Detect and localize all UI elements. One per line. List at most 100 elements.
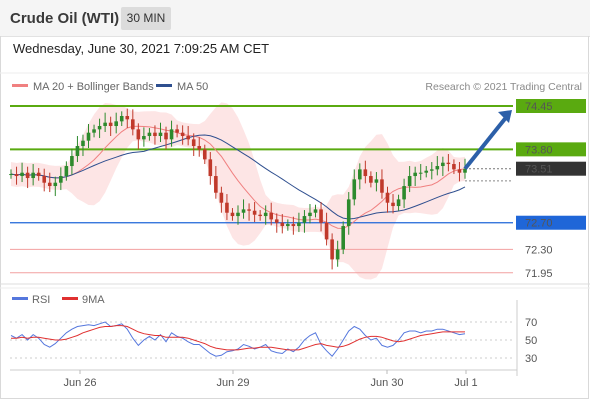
candle-body	[369, 176, 373, 183]
price-level-label: 73.80	[525, 144, 553, 156]
price-level-label: 74.45	[525, 101, 553, 113]
candle-body	[230, 212, 235, 217]
candle-body	[380, 179, 384, 193]
candle-body	[457, 169, 462, 173]
legend-swatch	[12, 297, 28, 300]
candle-body	[36, 172, 41, 177]
candle-body	[64, 166, 69, 177]
candle-body	[136, 129, 141, 140]
candle-body	[269, 212, 274, 220]
candle-body	[219, 192, 224, 203]
candle-body	[435, 166, 440, 170]
chart-frame	[0, 36, 589, 399]
candle-body	[452, 164, 456, 170]
x-axis-label: Jun 26	[63, 377, 96, 389]
candle-body	[241, 209, 246, 213]
price-axis-label: 71.95	[525, 268, 553, 280]
candle-body	[446, 162, 451, 165]
candle-body	[125, 116, 130, 120]
candle-body	[429, 169, 434, 171]
candle-body	[147, 132, 152, 137]
candle-body	[407, 176, 412, 187]
candle-body	[291, 224, 296, 227]
candle-body	[346, 199, 351, 227]
x-axis-label: Jul 1	[454, 377, 477, 389]
instrument-title: Crude Oil (WTI)	[10, 10, 120, 27]
candle-body	[413, 172, 417, 177]
candle-body	[169, 129, 174, 140]
candle-body	[396, 199, 401, 207]
price-level-label: 72.70	[525, 218, 553, 230]
candle-body	[158, 132, 163, 137]
candle-body	[247, 209, 251, 211]
candle-body	[53, 182, 58, 187]
candle-body	[274, 219, 279, 223]
candle-body	[385, 192, 390, 203]
candle-body	[358, 169, 362, 180]
price-level-badge	[516, 99, 586, 113]
candle-body	[352, 179, 357, 200]
candle-body	[180, 132, 185, 137]
timeframe-badge[interactable]: 30 MIN	[121, 7, 171, 30]
candle-body	[131, 119, 135, 130]
candle-body	[424, 170, 429, 173]
candle-body	[197, 146, 202, 150]
rsi-axis-label: 50	[525, 335, 537, 347]
candle-body	[119, 116, 124, 122]
candle-body	[335, 249, 340, 260]
candle-body	[313, 209, 318, 213]
candle-body	[47, 182, 52, 187]
candle-body	[363, 169, 368, 177]
forecast-arrow-head	[498, 110, 512, 123]
candle-body	[258, 214, 262, 217]
candle-body	[14, 174, 19, 177]
candle-body	[236, 212, 240, 217]
forecast-arrow-shaft	[463, 113, 510, 170]
candle-body	[280, 222, 285, 227]
legend-label: RSI	[32, 294, 50, 306]
candle-body	[263, 212, 268, 217]
legend-label: MA 50	[177, 81, 208, 93]
candle-body	[324, 222, 329, 240]
candle-body	[31, 172, 35, 179]
price-axis-label: 72.30	[525, 244, 553, 256]
candle-body	[402, 186, 406, 200]
candle-body	[418, 172, 423, 174]
candle-body	[186, 136, 190, 140]
bollinger-band	[11, 102, 465, 280]
legend-label: 9MA	[82, 294, 105, 306]
ma20-line	[10, 125, 466, 229]
x-axis-label: Jun 30	[370, 377, 403, 389]
rsi-ma-line	[11, 325, 465, 351]
candle-body	[341, 226, 345, 250]
legend-label: MA 20 + Bollinger Bands	[33, 81, 154, 93]
rsi-line	[10, 321, 466, 357]
candle-body	[20, 172, 24, 177]
candle-body	[92, 129, 96, 133]
candle-body	[97, 126, 102, 130]
candle-body	[225, 202, 229, 213]
price-level-badge	[516, 142, 586, 157]
candle-body	[202, 149, 207, 160]
candle-body	[297, 222, 301, 227]
candle-body	[308, 212, 312, 217]
candle-body	[463, 168, 467, 173]
candle-body	[9, 174, 13, 176]
candle-body	[70, 156, 74, 167]
candle-body	[81, 140, 85, 147]
candle-body	[374, 179, 379, 183]
candle-body	[114, 121, 118, 127]
candle-body	[441, 162, 445, 167]
chart-header: Crude Oil (WTI) 30 MIN	[0, 0, 590, 37]
legend-swatch	[62, 297, 78, 300]
price-level-badge	[516, 215, 586, 230]
candle-body	[214, 176, 218, 193]
candle-body	[286, 224, 290, 227]
legend-swatch	[156, 84, 172, 87]
rsi-axis-label: 70	[525, 317, 537, 329]
candle-body	[25, 172, 30, 179]
candle-body	[75, 146, 80, 157]
candle-body	[142, 136, 146, 140]
candle-body	[191, 139, 196, 147]
